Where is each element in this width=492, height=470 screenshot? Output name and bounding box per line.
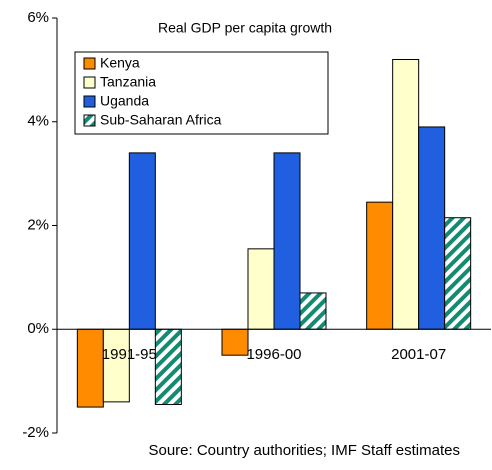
legend-swatch [83, 95, 96, 108]
bar [154, 328, 182, 405]
y-tick-label: -2% [22, 424, 49, 441]
y-tick-label: 0% [27, 320, 49, 337]
legend-label: Uganda [100, 93, 149, 109]
bar [247, 248, 275, 330]
legend-label: Kenya [100, 55, 140, 71]
legend-label: Tanzania [100, 74, 156, 90]
bar [221, 328, 249, 356]
legend-swatch [83, 57, 96, 70]
bar [273, 152, 301, 330]
chart-title: Real GDP per capita growth [158, 20, 332, 36]
bar [128, 152, 156, 330]
y-tick-label: 6% [27, 9, 49, 26]
bar [392, 59, 420, 330]
x-tick-label: 1996-00 [246, 346, 301, 363]
x-tick-label: 2001-07 [391, 346, 446, 363]
source-note: Soure: Country authorities; IMF Staff es… [148, 442, 460, 459]
bar [102, 328, 130, 403]
bar [418, 126, 446, 330]
legend-box [74, 51, 329, 135]
bar [366, 201, 394, 330]
legend-swatch [83, 114, 96, 127]
y-tick-label: 2% [27, 216, 49, 233]
y-tick-label: 4% [27, 113, 49, 130]
legend-label: Sub-Saharan Africa [100, 112, 222, 128]
bar [444, 217, 472, 330]
bar [299, 292, 327, 330]
legend-swatch [83, 76, 96, 89]
x-tick-label: 1991-95 [102, 346, 157, 363]
bar [76, 328, 104, 408]
